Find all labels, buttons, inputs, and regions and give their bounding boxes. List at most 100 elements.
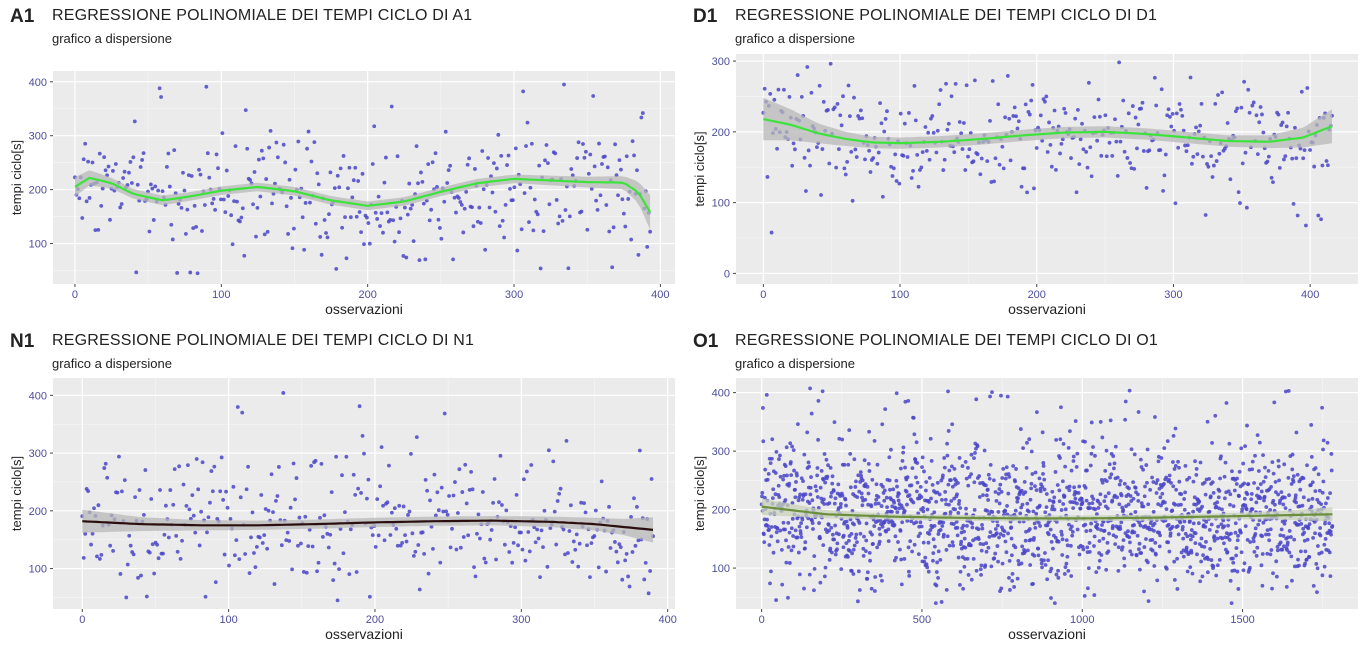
data-point [852,457,857,462]
data-point [1298,146,1303,151]
data-point [90,160,95,165]
data-point [971,556,976,561]
data-point [839,123,844,128]
data-point [943,497,948,502]
data-point [902,557,907,561]
data-point [1110,498,1115,503]
data-point [453,480,457,484]
data-point [1266,468,1271,473]
data-point [266,508,271,513]
data-point [564,438,569,443]
data-point [1138,523,1143,528]
data-point [988,530,993,535]
panel-n1: N1 REGRESSIONE POLINOMIALE DEI TEMPI CIC… [0,325,683,650]
data-point [290,567,294,572]
data-point [1250,103,1255,108]
y-tick-label: 100 [712,563,730,575]
data-point [1152,521,1157,526]
data-point [456,196,461,200]
x-tick-label: 200 [358,289,376,301]
data-point [210,489,215,494]
data-point [1184,545,1189,550]
data-point [825,474,830,479]
data-point [338,166,343,171]
data-point [1217,489,1222,493]
data-point [1012,585,1017,589]
data-point [1153,415,1157,419]
data-point [274,498,278,503]
data-point [243,108,248,113]
data-point [1006,531,1010,536]
data-point [635,168,639,173]
data-point [841,545,846,550]
data-point [221,497,226,502]
data-point [1319,217,1323,222]
data-point [1013,545,1018,550]
data-point [552,509,557,514]
data-point [1025,501,1030,506]
data-point [1004,465,1009,470]
data-point [936,576,940,580]
data-point [910,549,915,554]
data-point [797,495,802,500]
data-point [492,477,497,481]
data-point [931,537,936,542]
data-point [777,495,782,500]
data-point [1261,520,1266,525]
data-point [901,445,906,450]
data-point [1029,449,1034,454]
data-point [546,448,551,453]
data-point [1060,537,1065,542]
data-point [1040,430,1045,435]
data-point [1329,452,1334,456]
data-point [381,503,385,508]
data-point [240,206,245,211]
data-point [828,465,833,470]
data-point [1068,543,1073,548]
data-point [1089,451,1094,456]
data-point [907,111,911,115]
data-point [1167,473,1172,478]
data-point [1319,502,1324,507]
data-point [210,201,215,206]
data-point [620,577,625,582]
data-point [188,270,193,275]
data-point [809,411,814,416]
data-point [821,543,826,548]
data-point [103,461,108,466]
data-point [1199,559,1204,564]
data-point [1277,166,1282,170]
data-point [892,523,897,527]
data-point [1062,494,1067,499]
data-point [1196,129,1201,134]
data-point [1086,586,1090,591]
data-point [894,555,898,560]
data-point [846,554,850,559]
data-point [180,538,184,543]
data-point [846,462,851,467]
data-point [838,502,843,506]
y-axis-label: tempi ciclo[s] [9,456,24,531]
data-point [620,197,625,202]
data-point [1088,528,1093,533]
data-point [1239,530,1243,535]
data-point [483,247,488,252]
data-point [1229,531,1233,536]
data-point [568,503,573,508]
data-point [1294,500,1299,505]
data-point [378,224,382,228]
data-point [121,176,126,180]
data-point [936,532,941,536]
data-point [1016,119,1021,124]
data-point [1113,444,1118,449]
data-point [191,513,196,518]
data-point [790,516,795,521]
data-point [1214,529,1219,534]
data-point [776,87,781,92]
data-point [97,151,102,156]
data-point [97,557,102,561]
data-point [83,531,88,536]
data-point [1139,106,1143,111]
data-point [99,552,104,557]
data-point [521,89,526,94]
